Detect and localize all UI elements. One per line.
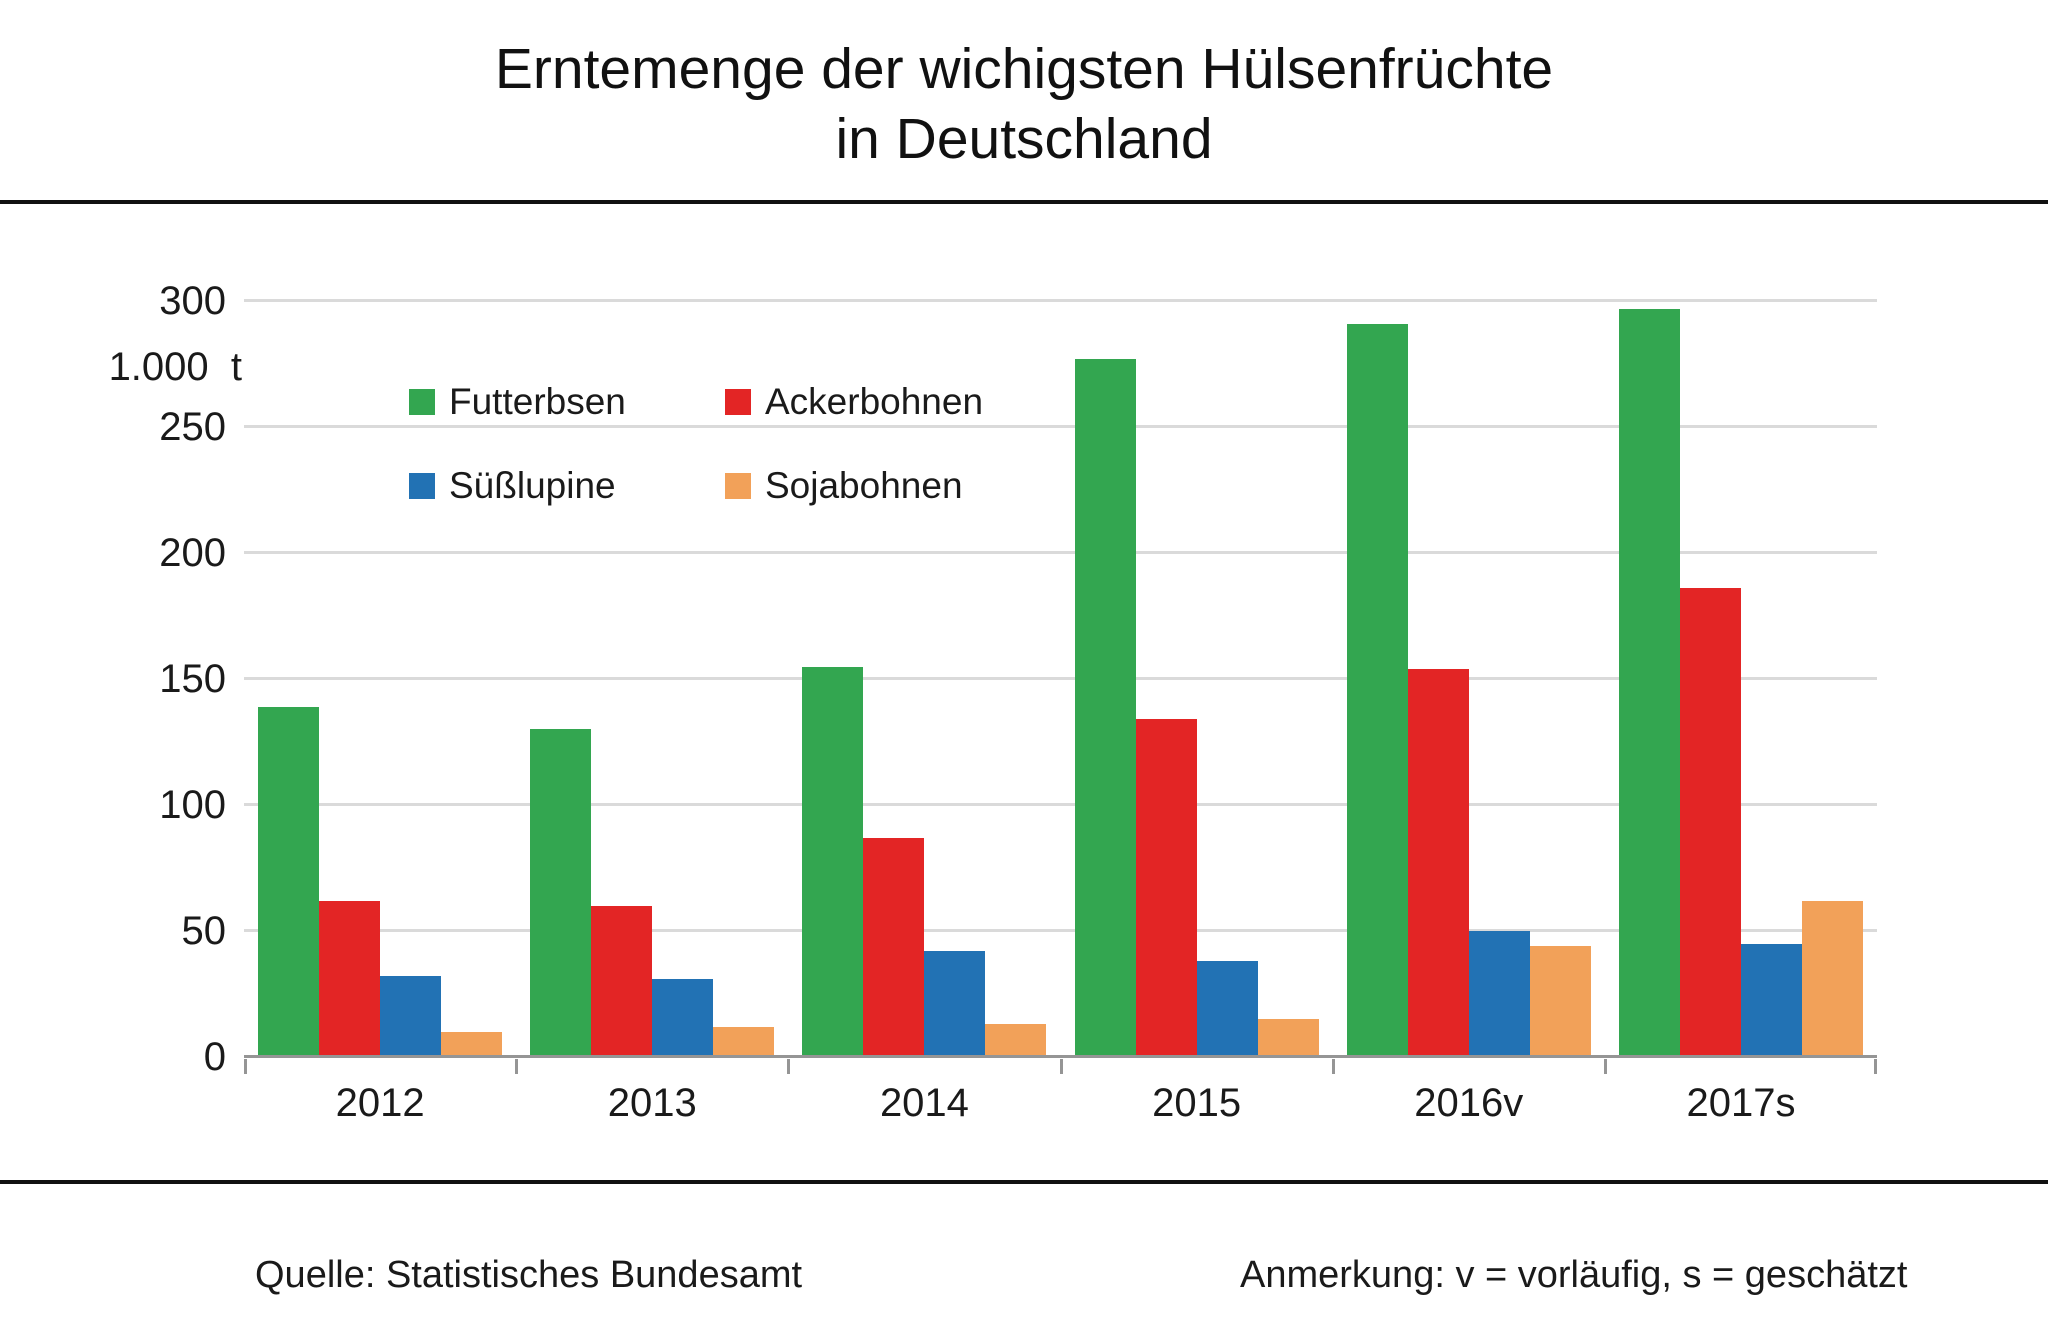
legend-swatch-susslupine	[409, 473, 435, 499]
x-axis-tick	[515, 1059, 519, 1074]
y-tick-label-50: 50	[181, 909, 227, 954]
top-divider-rule	[0, 200, 2048, 204]
legend-swatch-futterbsen	[409, 389, 435, 415]
bar-ackerbohnen-2017s	[1679, 588, 1741, 1057]
x-tick-label-2016v: 2016v	[1414, 1081, 1524, 1125]
plot-area	[244, 276, 1877, 1074]
legend-item-ackerbohnen: Ackerbohnen	[725, 381, 983, 423]
bar-group-2016v	[1333, 276, 1605, 1057]
legend-item-susslupine: Süßlupine	[409, 465, 616, 507]
bar-sojabohnen-2015	[1257, 1019, 1319, 1057]
bar-ackerbohnen-2014	[863, 837, 925, 1057]
chart-title: Erntemenge der wichigsten Hülsenfrüchte …	[0, 34, 2048, 174]
bar-susslupine-2012	[380, 976, 442, 1057]
legend-swatch-ackerbohnen	[725, 389, 751, 415]
gridline-100	[244, 803, 1877, 807]
legend-label-futterbsen: Futterbsen	[449, 381, 626, 422]
legend-label-susslupine: Süßlupine	[449, 465, 616, 506]
bar-futterbsen-2013	[530, 729, 592, 1057]
bar-susslupine-2016v	[1468, 931, 1530, 1057]
y-tick-label-100: 100	[159, 783, 226, 828]
gridline-250	[244, 425, 1877, 429]
legend-item-futterbsen: Futterbsen	[409, 381, 626, 423]
x-tick-label-2012: 2012	[335, 1081, 425, 1125]
y-tick-label-250: 250	[159, 405, 226, 450]
bar-group-2012	[244, 276, 516, 1057]
y-tick-label-200: 200	[159, 531, 226, 576]
bar-sojabohnen-2014	[985, 1024, 1047, 1057]
legend-swatch-sojabohnen	[725, 473, 751, 499]
x-axis-tick-labels: 2012 2013 2014 2015 2016v 2017s	[244, 1080, 1877, 1126]
bar-futterbsen-2012	[258, 706, 320, 1057]
bar-futterbsen-2014	[802, 666, 864, 1057]
legend-item-sojabohnen: Sojabohnen	[725, 465, 963, 507]
bar-group-2017s	[1605, 276, 1877, 1057]
x-tick-label-2015: 2015	[1152, 1081, 1242, 1125]
footnote-legend-note: Anmerkung: v = vorläufig, s = geschätzt	[1240, 1254, 1908, 1296]
bar-futterbsen-2016v	[1346, 323, 1408, 1057]
bar-sojabohnen-2012	[441, 1031, 503, 1057]
chart-title-line-2: in Deutschland	[835, 107, 1213, 171]
x-axis-line	[244, 1055, 1877, 1058]
source-note: Quelle: Statistisches Bundesamt	[255, 1254, 803, 1296]
chart-title-line-1: Erntemenge der wichigsten Hülsenfrüchte	[494, 37, 1554, 101]
bar-group-2013	[516, 276, 788, 1057]
x-axis-tick	[1059, 1059, 1063, 1074]
x-axis-tick	[1603, 1059, 1607, 1074]
y-tick-label-150: 150	[159, 657, 226, 702]
bar-sojabohnen-2013	[713, 1026, 775, 1057]
y-tick-label-0: 0	[203, 1035, 226, 1079]
bar-sojabohnen-2016v	[1529, 946, 1591, 1057]
x-axis-tick	[1331, 1059, 1335, 1074]
gridline-50	[244, 929, 1877, 933]
bar-group-2014	[788, 276, 1060, 1057]
bar-ackerbohnen-2015	[1135, 719, 1197, 1057]
bar-group-2015	[1061, 276, 1333, 1057]
bar-groups	[244, 276, 1877, 1057]
bar-susslupine-2014	[924, 951, 986, 1057]
y-axis-unit-label: 1.000 t	[108, 345, 242, 389]
x-tick-label-2014: 2014	[879, 1081, 969, 1125]
legend-label-ackerbohnen: Ackerbohnen	[765, 381, 984, 422]
gridline-200	[244, 551, 1877, 555]
x-tick-label-2017s: 2017s	[1686, 1081, 1796, 1125]
bar-susslupine-2017s	[1740, 943, 1802, 1057]
x-tick-label-2013: 2013	[607, 1081, 697, 1125]
bar-susslupine-2015	[1196, 961, 1258, 1057]
x-axis-tick	[244, 1059, 247, 1074]
bottom-divider-rule	[0, 1180, 2048, 1184]
y-tick-label-300: 300	[159, 279, 226, 324]
x-axis-tick	[787, 1059, 791, 1074]
bar-ackerbohnen-2013	[591, 905, 653, 1057]
legend-label-sojabohnen: Sojabohnen	[765, 465, 963, 506]
bar-futterbsen-2015	[1074, 359, 1136, 1057]
bar-sojabohnen-2017s	[1801, 900, 1863, 1057]
bar-ackerbohnen-2016v	[1407, 669, 1469, 1057]
bar-ackerbohnen-2012	[319, 900, 381, 1057]
bar-susslupine-2013	[652, 978, 714, 1057]
bar-futterbsen-2017s	[1618, 308, 1680, 1057]
x-axis-tick	[1874, 1059, 1877, 1074]
gridline-150	[244, 677, 1877, 681]
gridline-300	[244, 299, 1877, 303]
